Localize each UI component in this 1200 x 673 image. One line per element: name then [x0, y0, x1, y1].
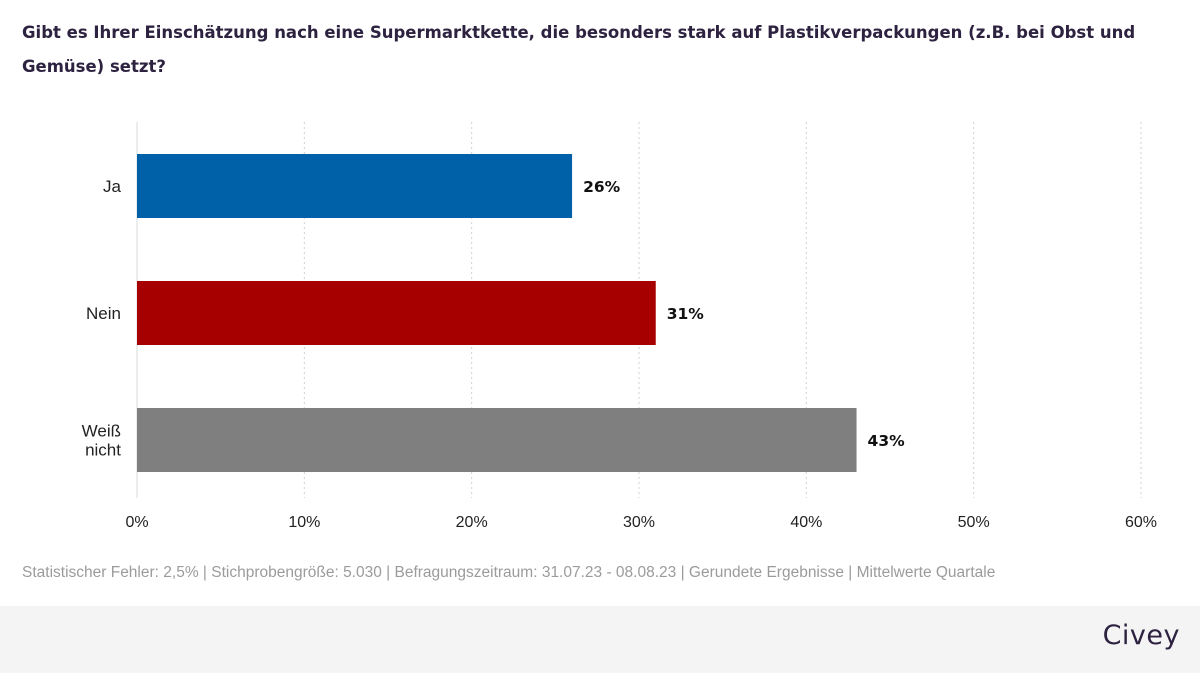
data-label: 26% — [583, 178, 621, 196]
x-tick-label: 0% — [125, 514, 148, 531]
x-tick-label: 60% — [1125, 514, 1157, 531]
x-tick-label: 50% — [958, 514, 990, 531]
x-tick-label: 10% — [288, 514, 320, 531]
methodology-note: Statistischer Fehler: 2,5% | Stichproben… — [22, 564, 996, 581]
bar — [137, 408, 857, 472]
civey-logo: Civey — [1102, 620, 1180, 651]
x-tick-label: 40% — [790, 514, 822, 531]
bar-chart: 0% 10% 20% 30% 40% 50% 60% 26% Ja 31% Nein 43% Weiß n… — [82, 122, 1157, 531]
category-label: Weiß nicht — [82, 422, 122, 460]
bar — [137, 281, 656, 345]
x-tick-label: 30% — [623, 514, 655, 531]
footer-bar: Civey — [0, 606, 1200, 673]
x-tick-label: 20% — [456, 514, 488, 531]
chart-title: Gibt es Ihrer Einschätzung nach eine Sup… — [22, 23, 1136, 76]
bar — [137, 154, 573, 218]
data-label: 31% — [667, 305, 705, 323]
category-label: Nein — [86, 304, 121, 323]
category-label: Ja — [103, 177, 122, 196]
data-label: 43% — [868, 432, 906, 450]
